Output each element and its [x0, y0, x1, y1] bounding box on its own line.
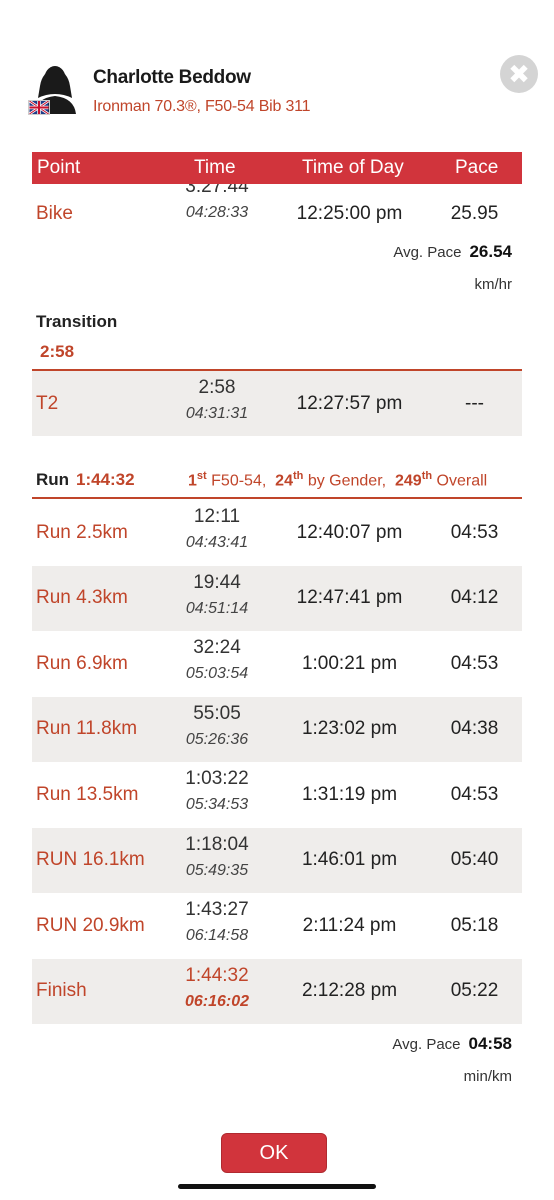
split-total-time: 04:28:33 — [185, 204, 249, 221]
split-time: 3:27:44 — [185, 184, 249, 197]
split-point: T2 — [36, 392, 59, 414]
split-pace: 25.95 — [450, 202, 499, 224]
split-total-time: 05:34:53 — [185, 796, 249, 813]
split-row: Run 6.9km 32:24 05:03:54 1:00:21 pm 04:53 — [32, 631, 522, 696]
split-total-time: 04:43:41 — [185, 534, 249, 551]
run-pace-unit: min/km — [463, 1068, 512, 1085]
home-indicator — [178, 1184, 376, 1189]
split-time-of-day: 1:46:01 pm — [301, 849, 398, 870]
split-row: Run 2.5km 12:11 04:43:41 12:40:07 pm 04:53 — [32, 500, 522, 565]
athlete-header: Charlotte Beddow Ironman 70.3®, F50-54 B… — [0, 0, 554, 150]
split-time-of-day: 12:47:41 pm — [296, 587, 403, 608]
section-divider — [32, 497, 522, 499]
split-row-t2: T2 2:58 04:31:31 12:27:57 pm --- — [32, 371, 522, 436]
split-pace: 04:53 — [450, 652, 499, 674]
ok-button[interactable]: OK — [221, 1133, 327, 1173]
run-summary: Run 1:44:32 1st F50-54, 24th by Gender, … — [36, 470, 522, 492]
split-time-of-day: 1:23:02 pm — [301, 718, 398, 739]
split-row-bike: Bike 3:27:44 04:28:33 12:25:00 pm 25.95 — [32, 184, 522, 235]
transition-title: Transition — [36, 312, 118, 331]
split-point: Run 6.9km — [36, 652, 128, 674]
split-total-time: 05:49:35 — [185, 861, 249, 879]
split-point: Run 4.3km — [36, 587, 128, 608]
column-header-pace: Pace — [455, 157, 499, 178]
split-total-time: 05:26:36 — [185, 730, 249, 748]
split-time-of-day: 1:31:19 pm — [301, 783, 398, 805]
split-time: 1:18:04 — [185, 833, 249, 855]
table-header: Point Time Time of Day Pace — [32, 152, 522, 184]
split-row: Run 4.3km 19:44 04:51:14 12:47:41 pm 04:12 — [32, 565, 522, 631]
run-avg-pace: Avg. Pace 04:58 — [392, 1034, 512, 1053]
split-time-of-day: 2:12:28 pm — [301, 980, 398, 1001]
split-pace: 05:40 — [450, 849, 499, 870]
split-row: Run 11.8km 55:05 05:26:36 1:23:02 pm 04:38 — [32, 696, 522, 762]
split-point: Run 2.5km — [36, 521, 128, 543]
close-icon[interactable]: ✖ — [500, 55, 538, 93]
split-time: 2:58 — [198, 377, 236, 398]
split-total-time: 06:16:02 — [184, 992, 250, 1010]
split-time-of-day: 12:25:00 pm — [296, 202, 403, 224]
uk-flag-icon — [28, 100, 50, 115]
split-pace: 04:38 — [450, 718, 499, 739]
split-row: Finish 1:44:32 06:16:02 2:12:28 pm 05:22 — [32, 958, 522, 1024]
athlete-race-info: Ironman 70.3®, F50-54 Bib 311 — [93, 98, 311, 115]
split-pace: 04:53 — [450, 521, 499, 543]
section-divider — [32, 369, 522, 371]
splits-scroll-area[interactable]: Bike 3:27:44 04:28:33 12:25:00 pm 25.95 … — [0, 184, 554, 1064]
split-time: 1:03:22 — [185, 768, 249, 789]
split-time: 12:11 — [193, 506, 241, 527]
run-total-time: 1:44:32 — [76, 470, 135, 489]
split-time: 19:44 — [193, 571, 241, 593]
column-header-point: Point — [37, 157, 81, 178]
split-point: Run 11.8km — [36, 718, 138, 739]
split-time: 55:05 — [193, 702, 241, 724]
split-time-of-day: 12:27:57 pm — [296, 392, 403, 414]
bike-pace-unit: km/hr — [474, 276, 513, 293]
split-point: RUN 20.9km — [36, 914, 145, 936]
split-time: 1:44:32 — [185, 964, 249, 986]
split-pace: 05:22 — [450, 980, 499, 1001]
split-pace: --- — [465, 392, 484, 414]
split-point: Run 13.5km — [36, 783, 139, 805]
split-time-of-day: 12:40:07 pm — [296, 521, 403, 543]
split-point: RUN 16.1km — [36, 849, 145, 870]
run-rankings: 1st F50-54, 24th by Gender, 249th Overal… — [188, 470, 488, 490]
column-header-time: Time — [194, 157, 236, 178]
split-pace: 04:53 — [450, 783, 499, 805]
split-time: 32:24 — [193, 637, 241, 658]
split-point: Finish — [36, 980, 87, 1001]
split-time: 1:43:27 — [185, 899, 249, 920]
split-point: Bike — [36, 202, 73, 224]
split-pace: 04:12 — [450, 587, 499, 608]
athlete-name: Charlotte Beddow — [93, 67, 251, 88]
split-total-time: 04:51:14 — [185, 599, 249, 617]
split-row: RUN 16.1km 1:18:04 05:49:35 1:46:01 pm 05:40 — [32, 827, 522, 893]
column-header-time-of-day: Time of Day — [302, 157, 404, 178]
split-total-time: 06:14:58 — [185, 927, 249, 944]
transition-total: 2:58 — [40, 342, 75, 361]
split-row: RUN 20.9km 1:43:27 06:14:58 2:11:24 pm 05:18 — [32, 893, 522, 958]
split-time-of-day: 2:11:24 pm — [302, 914, 397, 936]
split-total-time: 04:31:31 — [185, 405, 249, 422]
bike-avg-pace: Avg. Pace 26.54 — [393, 242, 512, 261]
run-label: Run — [36, 470, 70, 489]
split-time-of-day: 1:00:21 pm — [301, 652, 398, 674]
split-total-time: 05:03:54 — [185, 665, 249, 682]
split-row: Run 13.5km 1:03:22 05:34:53 1:31:19 pm 04:53 — [32, 762, 522, 827]
split-pace: 05:18 — [450, 914, 499, 936]
